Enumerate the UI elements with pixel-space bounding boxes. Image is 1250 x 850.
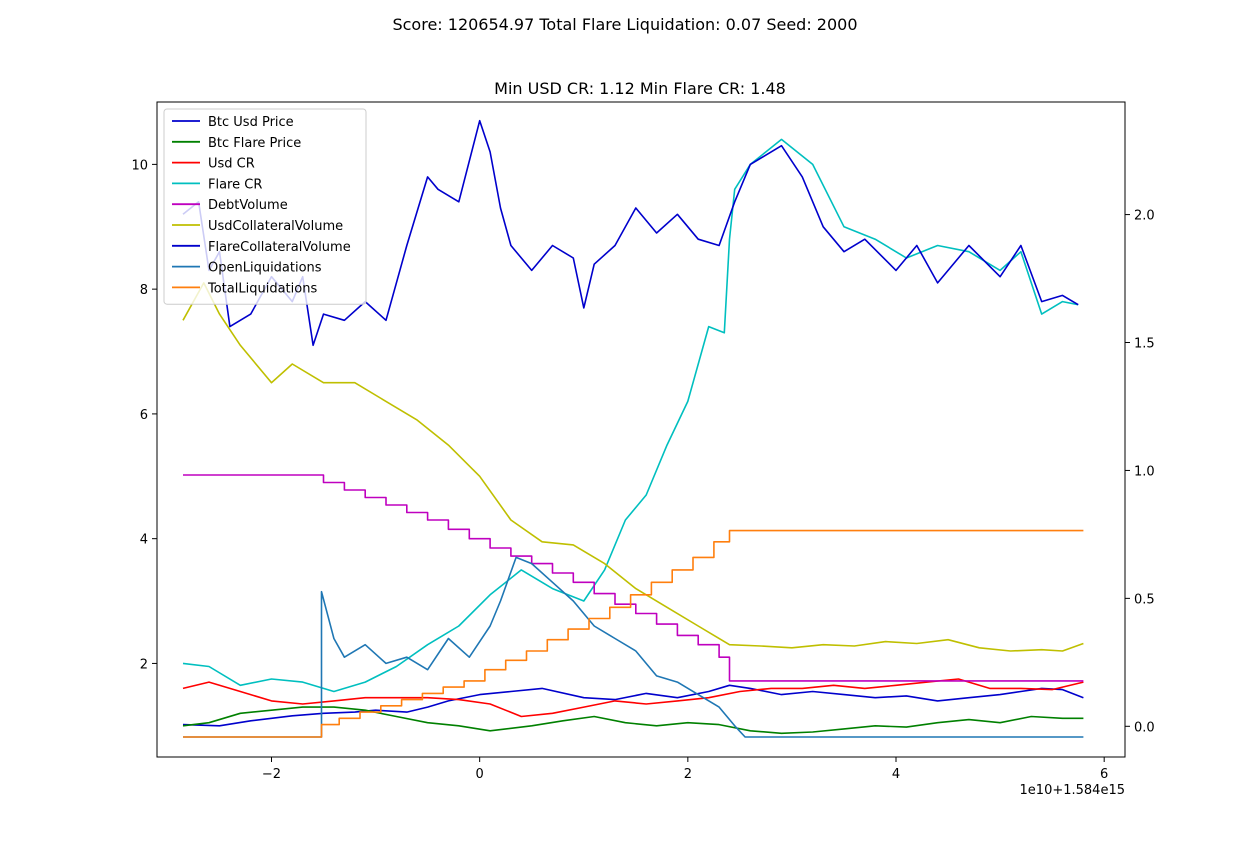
y-right-tick-label: 1.5	[1134, 337, 1155, 352]
y-right-tick-label: 0.5	[1134, 592, 1155, 607]
x-tick-label: 4	[892, 767, 900, 782]
legend-label: Btc Usd Price	[208, 115, 294, 130]
y-right-tick-label: 2.0	[1134, 209, 1155, 224]
x-tick-label: 2	[684, 767, 692, 782]
x-tick-label: −2	[262, 767, 281, 782]
series-line-btc-usd-price	[182, 684, 1084, 727]
chart-suptitle: Score: 120654.97 Total Flare Liquidation…	[392, 15, 857, 34]
series-line-flare-cr	[182, 138, 1079, 693]
legend-label: OpenLiquidations	[208, 261, 322, 276]
legend-label: TotalLiquidations	[207, 281, 317, 296]
x-tick-label: 0	[476, 767, 484, 782]
legend-label: UsdCollateralVolume	[208, 219, 343, 234]
series-line-usdcollateralvolume	[182, 282, 1084, 652]
axes: −2 0 2 4 6 2 4 6 8 10 0.0 0.5 1.0 1.5 2.0	[131, 101, 1155, 782]
y-left-tick-label: 10	[131, 158, 148, 173]
series-line-btc-flare-price	[182, 706, 1084, 735]
y-left-tick-label: 8	[140, 283, 148, 298]
series-line-openliquidations	[183, 556, 1084, 738]
y-left-tick-label: 4	[140, 533, 148, 548]
y-left-tick-label: 6	[140, 408, 148, 423]
plot-area	[182, 119, 1084, 738]
y-left-tick-label: 2	[140, 657, 148, 672]
legend-label: Btc Flare Price	[208, 136, 301, 151]
legend-box	[163, 108, 367, 305]
legend-label: FlareCollateralVolume	[208, 240, 351, 255]
series-line-totalliquidations	[183, 529, 1084, 738]
x-offset-text: 1e10+1.584e15	[1020, 783, 1125, 798]
series-line-debtvolume	[183, 474, 1084, 682]
legend-label: Usd CR	[208, 157, 255, 172]
legend: Btc Usd Price Btc Flare Price Usd CR Flare …	[163, 108, 367, 305]
chart-title: Min USD CR: 1.12 Min Flare CR: 1.48	[494, 79, 786, 98]
y-right-tick-label: 0.0	[1134, 720, 1155, 735]
legend-label: DebtVolume	[208, 198, 288, 213]
x-tick-label: 6	[1100, 767, 1108, 782]
axes-frame	[156, 101, 1126, 758]
y-right-tick-label: 1.0	[1134, 464, 1155, 479]
legend-label: Flare CR	[208, 177, 262, 192]
